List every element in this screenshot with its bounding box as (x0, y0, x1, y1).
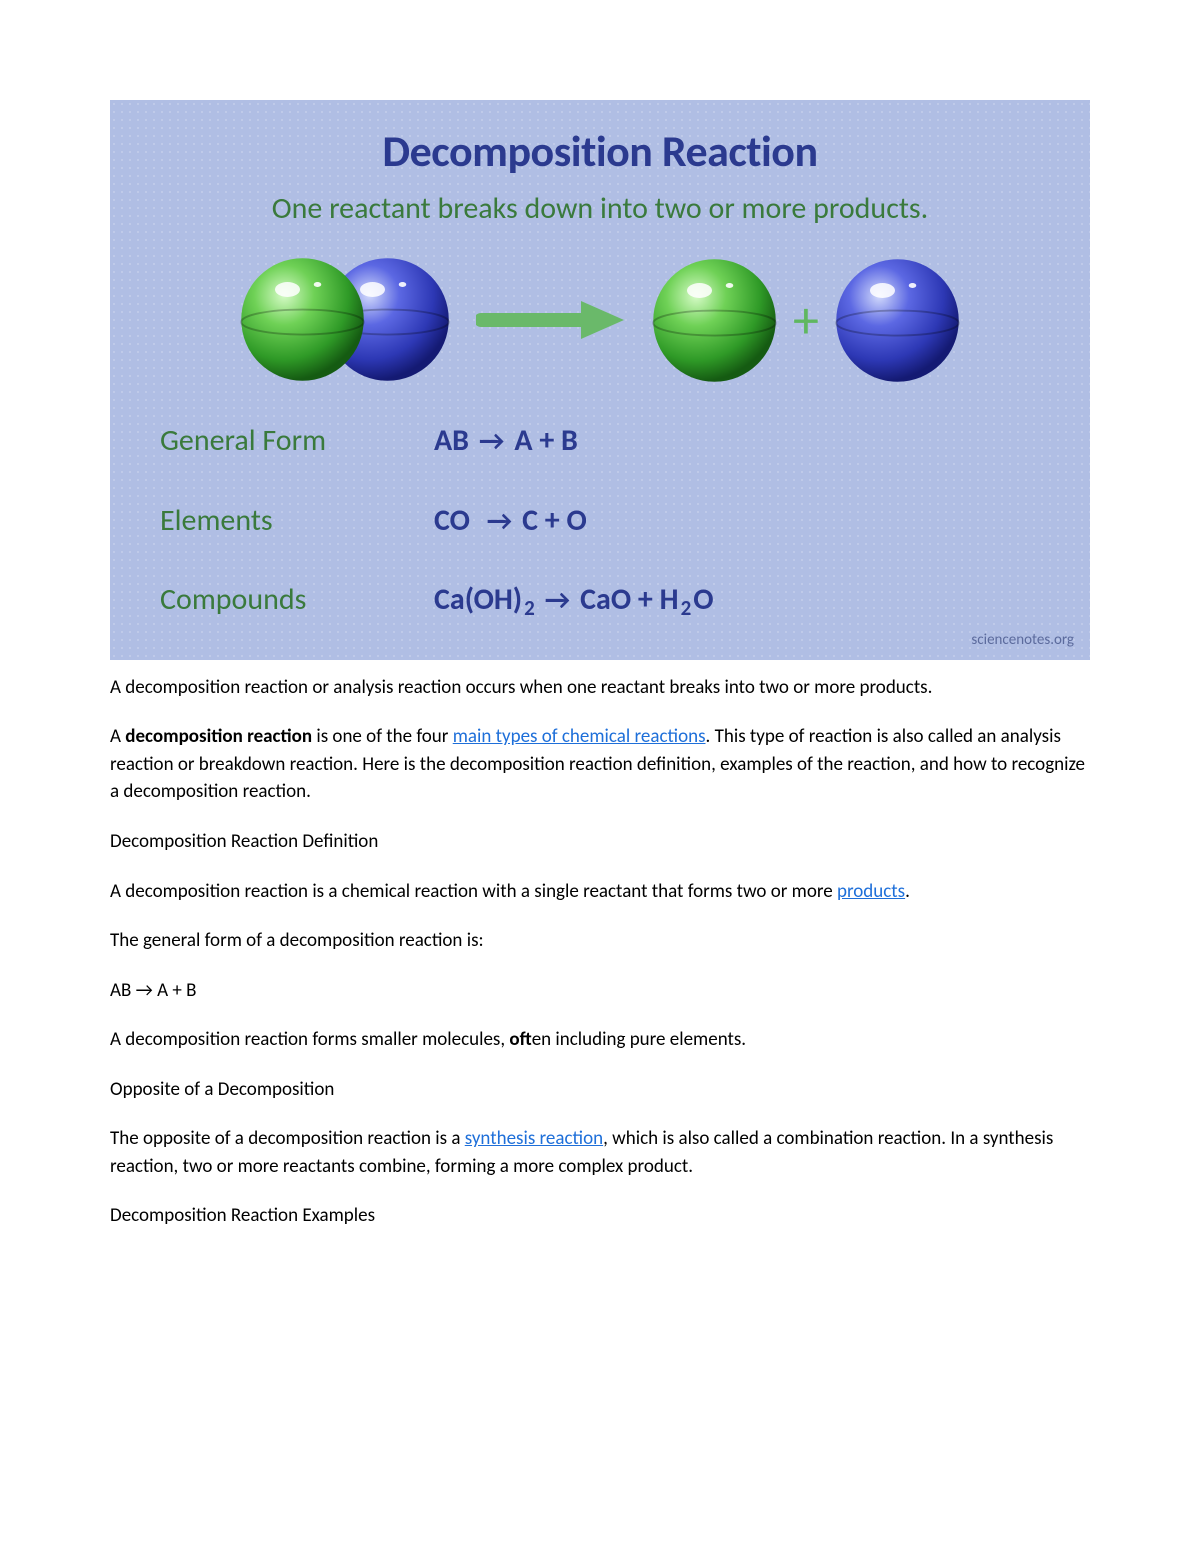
row-label: Elements (160, 499, 420, 543)
plus-symbol: + (793, 283, 819, 358)
sphere-green-icon (240, 257, 365, 382)
reactant-molecule (240, 255, 450, 385)
link-synthesis[interactable]: synthesis reaction (465, 1127, 603, 1150)
reaction-diagram: + (140, 255, 1060, 385)
caption-text: A decomposition reaction or analysis rea… (110, 674, 1090, 702)
section-heading: Decomposition Reaction Definition (110, 828, 1090, 856)
infographic-title: Decomposition Reaction (140, 120, 1060, 184)
formula-row: General Form AB → A + B (160, 419, 1050, 463)
reaction-arrow-icon (476, 295, 626, 345)
product-molecules: + (652, 258, 960, 383)
general-form-equation: AB → A + B (110, 977, 1090, 1005)
formula-row: Compounds Ca(OH)2 → CaO + H2O (160, 578, 1050, 622)
bold-term: decomposition reaction (125, 725, 312, 748)
formula-row: Elements CO → C + O (160, 499, 1050, 543)
sphere-blue-icon (835, 258, 960, 383)
infographic-panel: Decomposition Reaction One reactant brea… (110, 100, 1090, 660)
link-products[interactable]: products (837, 880, 905, 903)
row-label: Compounds (160, 578, 420, 622)
opposite-paragraph: The opposite of a decomposition reaction… (110, 1125, 1090, 1180)
row-formula: Ca(OH)2 → CaO + H2O (434, 578, 714, 622)
link-main-types[interactable]: main types of chemical reactions (453, 725, 706, 748)
attribution-text: sciencenotes.org (971, 630, 1074, 652)
row-formula: CO → C + O (434, 499, 587, 543)
infographic-subtitle: One reactant breaks down into two or mor… (140, 190, 1060, 228)
row-label: General Form (160, 419, 420, 463)
definition-paragraph: A decomposition reaction is a chemical r… (110, 878, 1090, 906)
intro-paragraph: A decomposition reaction is one of the f… (110, 723, 1090, 806)
row-formula: AB → A + B (434, 419, 578, 463)
sphere-green-icon (652, 258, 777, 383)
article-body: A decomposition reaction or analysis rea… (110, 674, 1090, 1230)
formula-rows: General Form AB → A + B Elements CO → C … (140, 419, 1060, 650)
section-heading: Opposite of a Decomposition (110, 1076, 1090, 1104)
section-heading: Decomposition Reaction Examples (110, 1202, 1090, 1230)
smaller-molecules-paragraph: A decomposition reaction forms smaller m… (110, 1026, 1090, 1054)
general-form-intro: The general form of a decomposition reac… (110, 927, 1090, 955)
